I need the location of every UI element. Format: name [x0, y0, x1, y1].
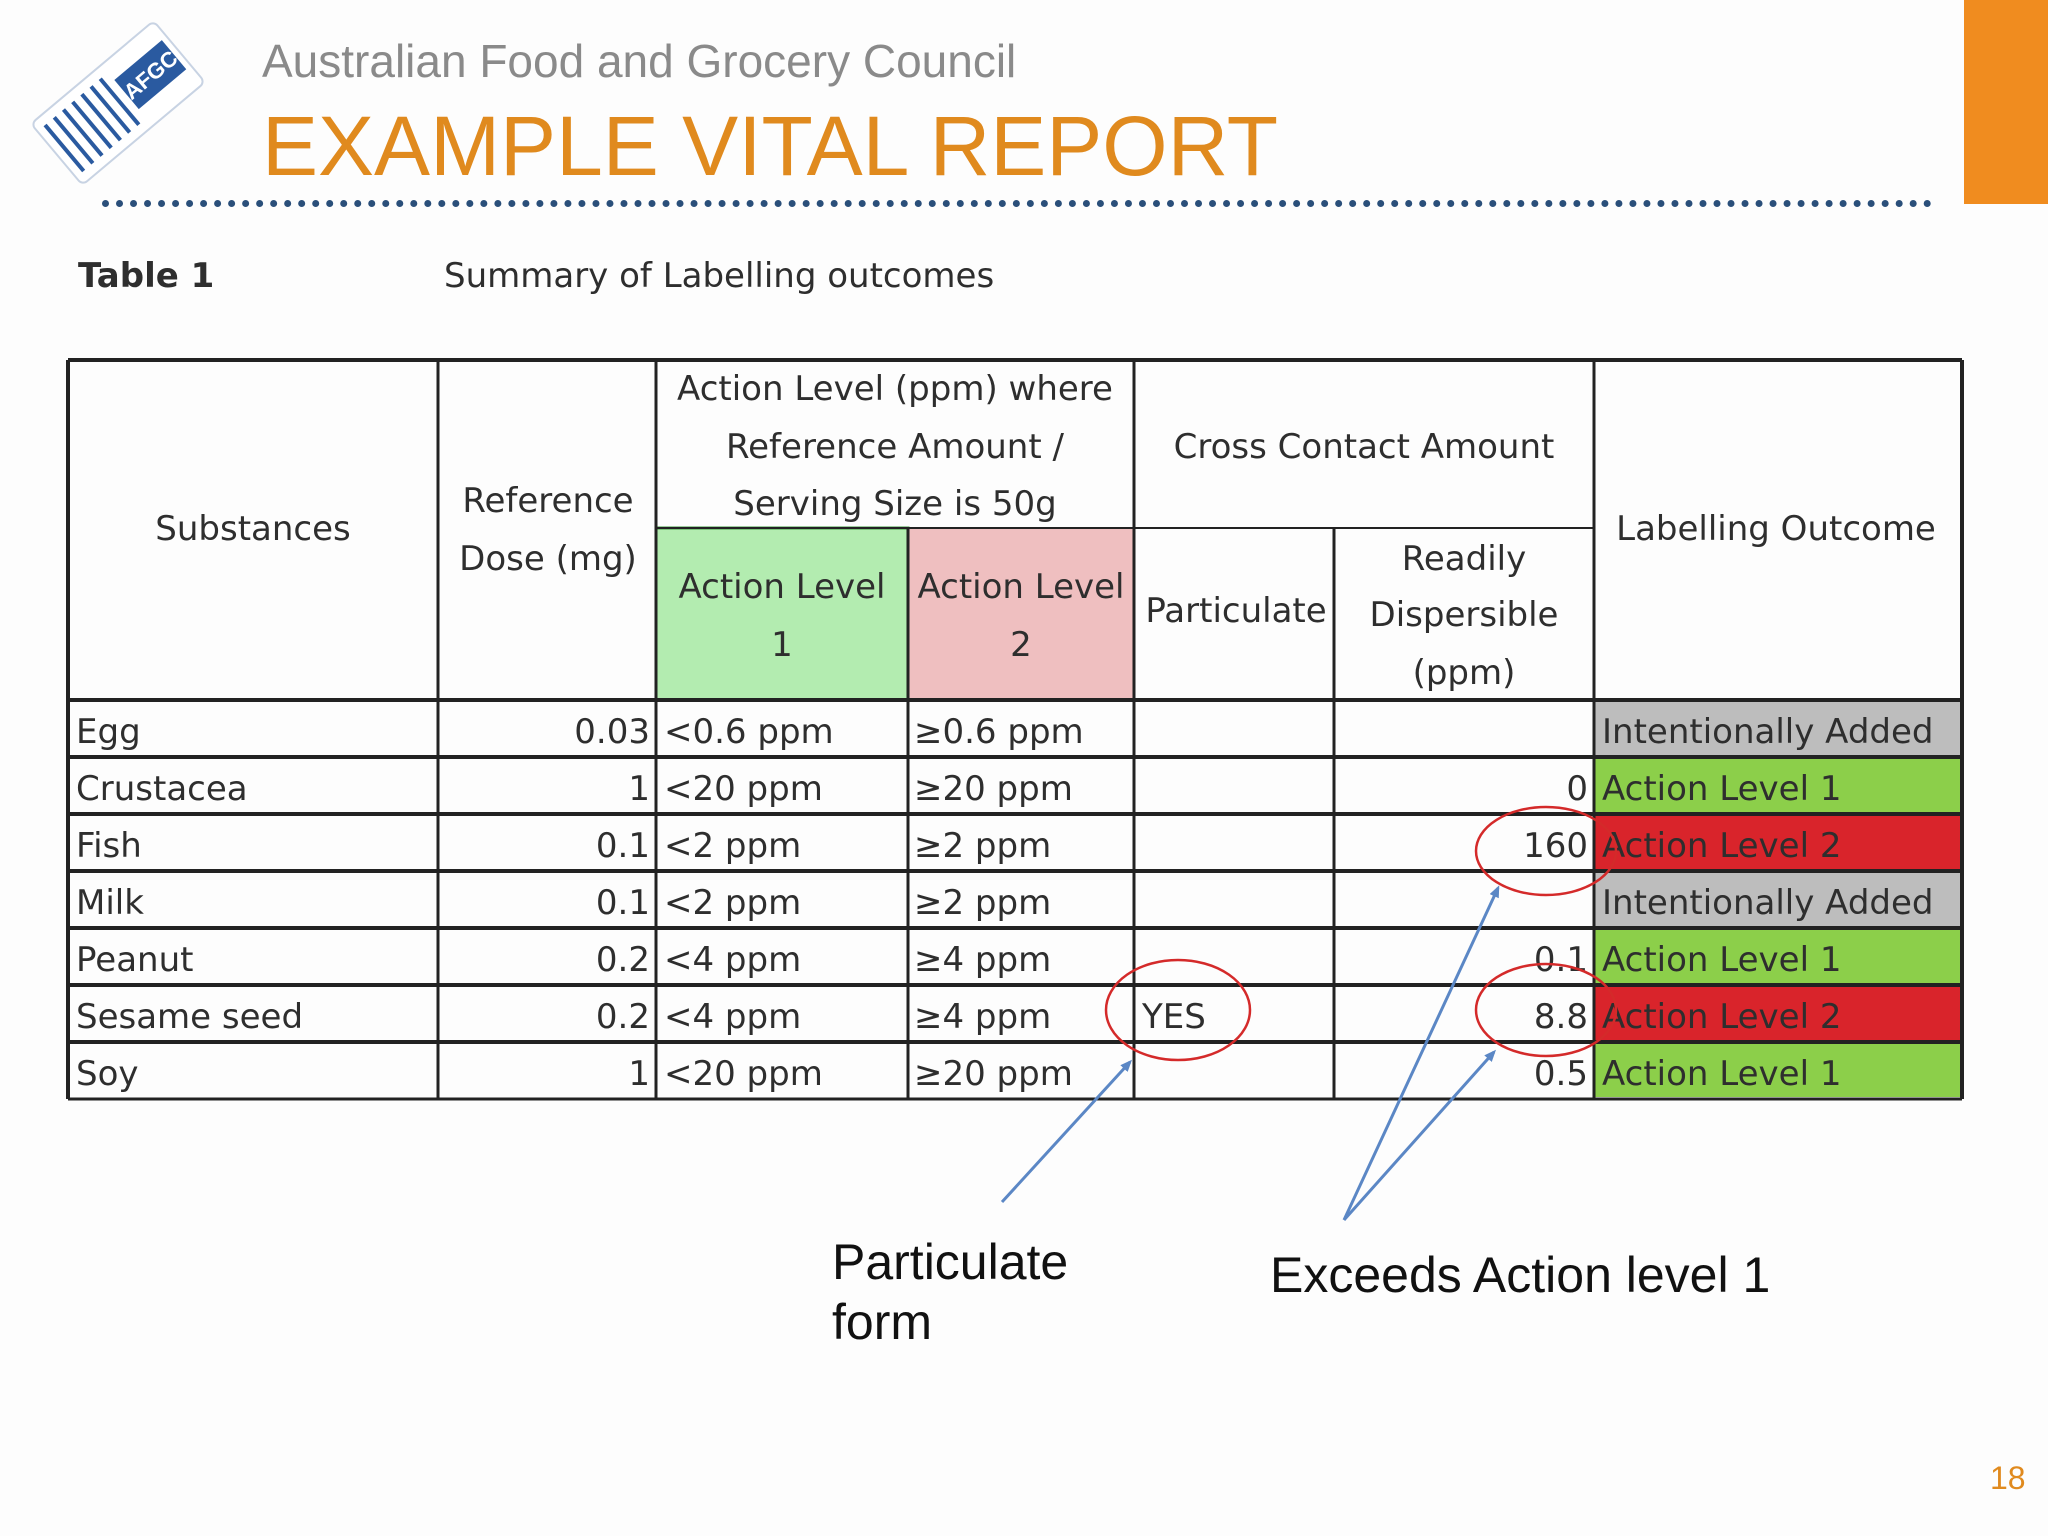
exceeds-action-level-label: Exceeds Action level 1 [1270, 1247, 1771, 1303]
highlight-circle-sesame [1474, 962, 1618, 1058]
cell-action-level-1: <4 ppm [664, 940, 801, 980]
cell-readily-dispersible: 0.1 [1534, 940, 1588, 980]
outcome-cell [1594, 759, 1962, 812]
outcome-cell [1594, 930, 1962, 983]
cell-substance: Soy [76, 1054, 139, 1094]
cell-substance: Peanut [76, 940, 193, 980]
header-action-level-2: Action Level [917, 567, 1124, 607]
cell-labelling-outcome: Intentionally Added [1602, 712, 1933, 752]
cell-labelling-outcome: Action Level 1 [1602, 940, 1841, 980]
cell-substance: Fish [76, 826, 142, 866]
highlight-circle-fish [1474, 805, 1618, 897]
cell-reference-dose: 0.1 [596, 883, 650, 923]
header-substances: Substances [155, 509, 350, 549]
page-number: 18 [1990, 1460, 2026, 1496]
header-action-level-1: Action Level [678, 567, 885, 607]
cell-readily-dispersible: 8.8 [1534, 997, 1588, 1037]
header-action-level-group: Serving Size is 50g [733, 484, 1056, 524]
arrow-to-sesame [1342, 1049, 1496, 1221]
cell-substance: Sesame seed [76, 997, 303, 1037]
cell-action-level-2: ≥2 ppm [914, 883, 1051, 923]
header-readily-dispersible: Dispersible [1370, 595, 1559, 635]
cell-reference-dose: 1 [628, 769, 650, 809]
particulate-label-line2: form [832, 1294, 932, 1350]
cell-reference-dose: 0.03 [574, 712, 650, 752]
cell-substance: Egg [76, 712, 141, 752]
cell-labelling-outcome: Action Level 2 [1602, 997, 1841, 1037]
cell-action-level-1: <0.6 ppm [664, 712, 834, 752]
cell-readily-dispersible: 0 [1566, 769, 1588, 809]
outcome-cell [1594, 702, 1962, 755]
cell-substance: Milk [76, 883, 144, 923]
cell-action-level-1: <20 ppm [664, 769, 823, 809]
particulate-label-line1: Particulate [832, 1234, 1069, 1290]
cell-action-level-1: <2 ppm [664, 826, 801, 866]
cell-particulate: YES [1141, 997, 1206, 1037]
cell-action-level-2: ≥4 ppm [914, 940, 1051, 980]
dotted-divider [102, 200, 1932, 207]
slide-title: EXAMPLE VITAL REPORT [262, 99, 1279, 193]
cell-action-level-2: ≥2 ppm [914, 826, 1051, 866]
cell-reference-dose: 0.1 [596, 826, 650, 866]
highlight-circle-particulate [1104, 958, 1252, 1062]
cell-labelling-outcome: Action Level 2 [1602, 826, 1841, 866]
organization-name: Australian Food and Grocery Council [262, 35, 1017, 87]
cell-action-level-1: <2 ppm [664, 883, 801, 923]
table-caption: Summary of Labelling outcomes [444, 256, 995, 296]
cell-readily-dispersible: 160 [1523, 826, 1588, 866]
orange-accent-block [1964, 0, 2048, 204]
arrow-to-fish [1342, 885, 1500, 1221]
header-reference-dose: Dose (mg) [459, 539, 637, 579]
afgc-logo: AFGC [32, 22, 204, 184]
outcome-cell [1594, 816, 1962, 869]
header-readily-dispersible: (ppm) [1413, 653, 1516, 693]
cell-action-level-2: ≥20 ppm [914, 1054, 1073, 1094]
header-labelling-outcome: Labelling Outcome [1616, 509, 1936, 549]
cell-action-level-2: ≥4 ppm [914, 997, 1051, 1037]
cell-action-level-1: <20 ppm [664, 1054, 823, 1094]
header-action-level-group: Reference Amount / [726, 427, 1064, 467]
header-action-level-2: 2 [1010, 625, 1032, 665]
outcome-cell [1594, 1044, 1962, 1097]
cell-reference-dose: 0.2 [596, 997, 650, 1037]
header-readily-dispersible: Readily [1402, 539, 1526, 579]
table-number: Table 1 [78, 256, 215, 296]
cell-action-level-2: ≥0.6 ppm [914, 712, 1084, 752]
header-particulate: Particulate [1145, 591, 1326, 631]
cell-substance: Crustacea [76, 769, 248, 809]
header-reference-dose: Reference [462, 481, 633, 521]
cell-reference-dose: 1 [628, 1054, 650, 1094]
cell-reference-dose: 0.2 [596, 940, 650, 980]
action-level-1-header-cell [654, 526, 910, 702]
arrow-to-particulate [1000, 1059, 1133, 1204]
header-action-level-1: 1 [771, 625, 793, 665]
action-level-2-header-cell [907, 527, 1135, 701]
cell-labelling-outcome: Action Level 1 [1602, 1054, 1841, 1094]
particulate-form-label: Particulate form [832, 1232, 1112, 1352]
outcome-cell [1594, 873, 1962, 926]
cell-labelling-outcome: Action Level 1 [1602, 769, 1841, 809]
outcome-cell [1594, 987, 1962, 1040]
cell-action-level-1: <4 ppm [664, 997, 801, 1037]
cell-readily-dispersible: 0.5 [1534, 1054, 1588, 1094]
header-action-level-group: Action Level (ppm) where [677, 369, 1113, 409]
cell-action-level-2: ≥20 ppm [914, 769, 1073, 809]
cell-labelling-outcome: Intentionally Added [1602, 883, 1933, 923]
header-cross-contact: Cross Contact Amount [1174, 427, 1555, 467]
